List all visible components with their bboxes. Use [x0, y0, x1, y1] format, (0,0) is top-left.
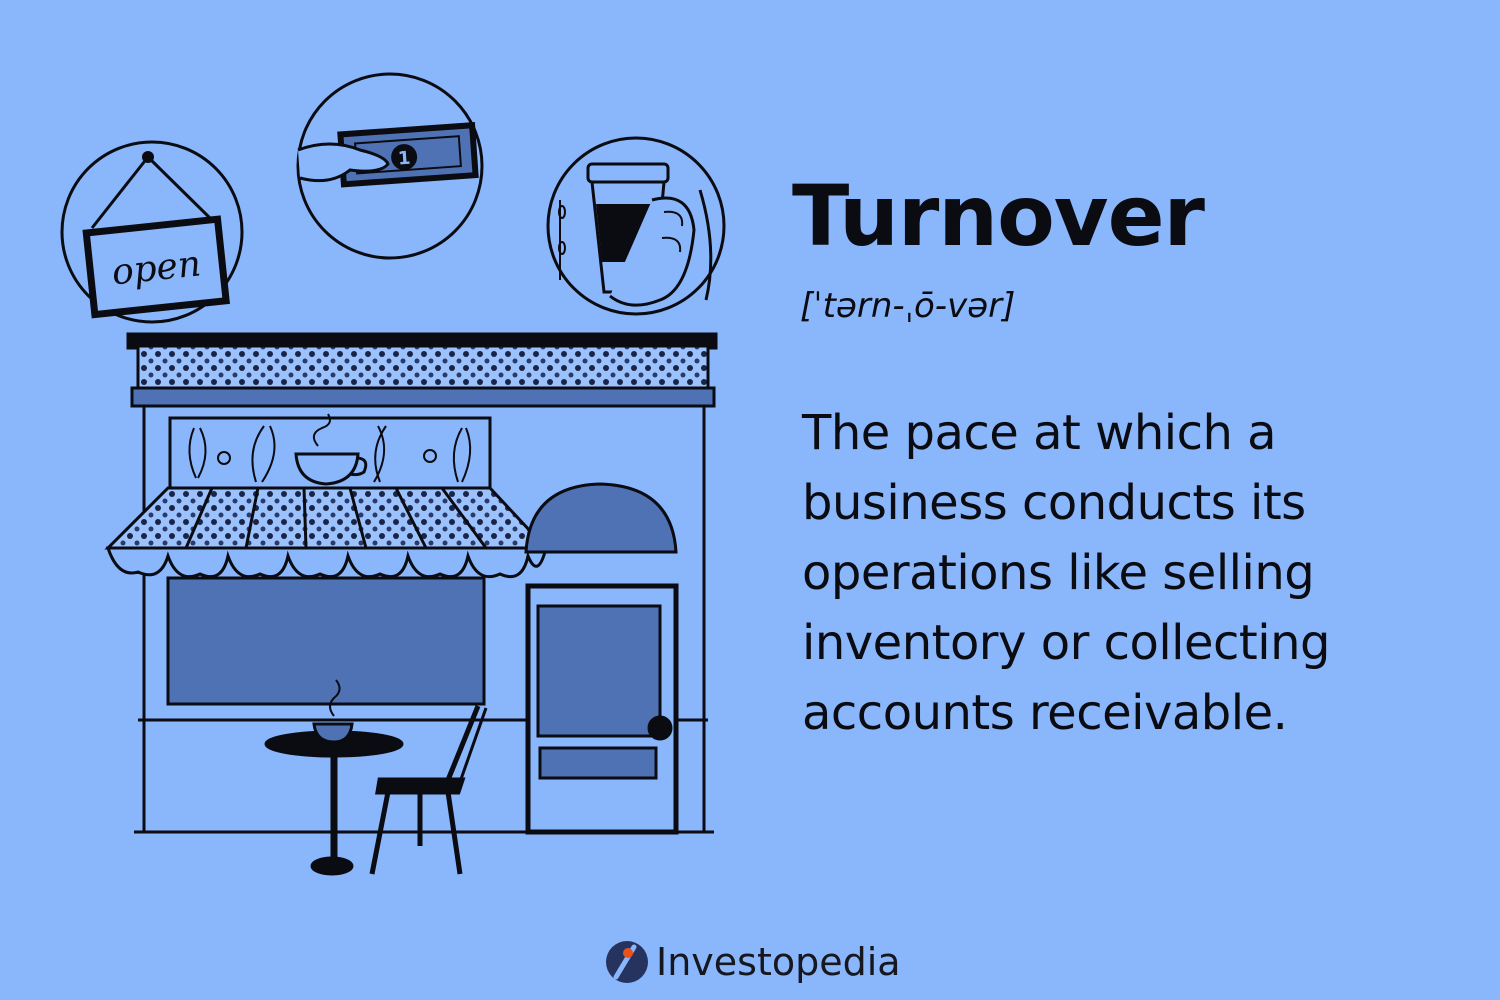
bill-denomination: 1	[397, 148, 411, 170]
open-sign-text: open	[110, 243, 203, 293]
open-sign-icon: open	[60, 140, 244, 324]
cafe-table	[264, 679, 404, 876]
money-hand-icon: 1	[296, 72, 484, 260]
definition-text: The pace at which a business conducts it…	[802, 405, 1330, 741]
storefront-illustration: open 1	[60, 72, 726, 876]
storefront	[104, 332, 718, 835]
brand-name: Investopedia	[656, 940, 901, 984]
brand-footer: Investopedia	[604, 934, 901, 990]
cafe-chair	[369, 705, 488, 875]
investopedia-logo-icon	[606, 941, 648, 983]
term-title: Turnover	[792, 167, 1205, 265]
pronunciation: [ˈtərn-ˌō-vər]	[800, 286, 1016, 326]
coffee-cup-icon	[546, 136, 726, 316]
